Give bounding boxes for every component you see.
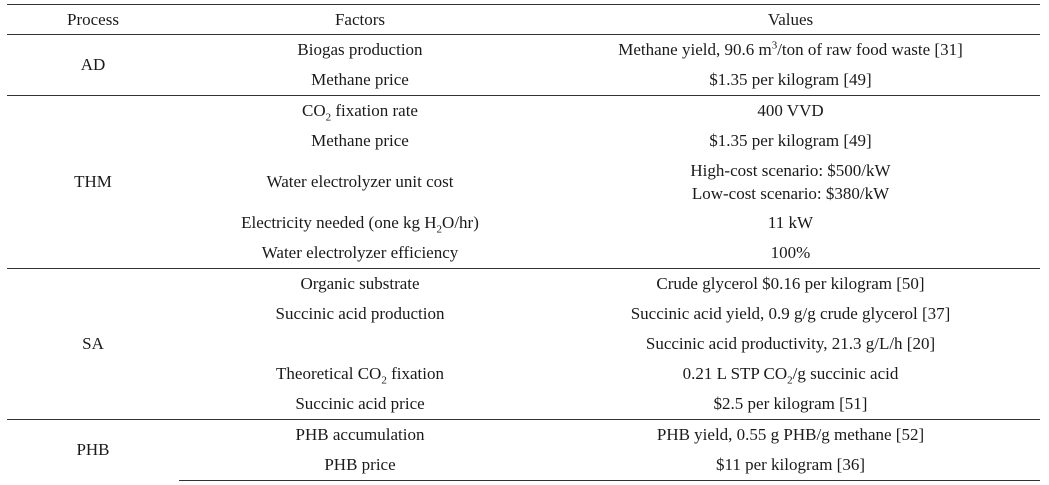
value-cell: PHB yield, 0.55 g PHB/g methane [52]	[541, 419, 1040, 450]
table-row: PHB price $11 per kilogram [36]	[7, 450, 1040, 481]
value-line: Low-cost scenario: $380/kW	[691, 184, 890, 203]
header-process: Process	[7, 6, 179, 35]
process-ad: AD	[80, 55, 106, 74]
table-row: SA Organic substrate Crude glycerol $0.1…	[7, 268, 1040, 420]
value-cell: $1.35 per kilogram [49]	[709, 70, 872, 89]
header-values: Values	[541, 6, 1040, 35]
value-line: High-cost scenario: $500/kW	[690, 161, 891, 180]
value-cell: Methane yield, 90.6 m3/ton of raw food w…	[618, 39, 963, 59]
table-row: AD Biogas production Methane yield, 90.6…	[7, 35, 1040, 74]
table-row: Electricity needed (one kg H2O/hr) 11 kW	[7, 208, 1040, 238]
factor-cell: CO2 fixation rate	[179, 95, 541, 126]
value-cell: 400 VVD	[541, 95, 1040, 126]
header-row: Process Factors Values	[7, 6, 1040, 35]
factor-cell: Electricity needed (one kg H2O/hr)	[241, 213, 479, 236]
value-cell: 11 kW	[767, 213, 814, 232]
factor-cell: PHB accumulation	[179, 419, 541, 450]
table-row: Water electrolyzer efficiency 100%	[7, 238, 1040, 269]
table-row: Succinic acid price $2.5 per kilogram [5…	[7, 389, 1040, 420]
factor-cell: Water electrolyzer efficiency	[261, 243, 459, 262]
process-sa: SA	[7, 268, 179, 420]
value-cell: High-cost scenario: $500/kW Low-cost sce…	[541, 156, 1040, 208]
factor-cell: Succinic acid price	[295, 394, 425, 413]
factor-cell: Methane price	[311, 131, 409, 150]
value-cell: Succinic acid yield, 0.9 g/g crude glyce…	[630, 304, 951, 323]
factor-cell: Water electrolyzer unit cost	[266, 172, 454, 191]
value-cell: $1.35 per kilogram [49]	[709, 131, 872, 150]
factor-cell	[179, 329, 541, 359]
factor-cell: PHB price	[179, 450, 541, 481]
table-row: PHB PHB accumulation PHB yield, 0.55 g P…	[7, 419, 1040, 481]
factor-cell: Succinic acid production	[275, 304, 445, 323]
table-row: THM CO2 fixation rate 400 VVD	[7, 95, 1040, 269]
table-row: Methane price $1.35 per kilogram [49]	[7, 65, 1040, 96]
factor-cell: Theoretical CO2 fixation	[276, 364, 444, 387]
top-rule	[7, 4, 1040, 5]
process-phb: PHB	[7, 419, 179, 481]
parameters-table: Process Factors Values AD Biogas product…	[7, 6, 1040, 481]
process-thm: THM	[7, 95, 179, 269]
table-row: Methane price $1.35 per kilogram [49]	[7, 126, 1040, 156]
value-cell: Crude glycerol $0.16 per kilogram [50]	[541, 268, 1040, 299]
value-cell: 100%	[770, 243, 811, 262]
value-cell: 0.21 L STP CO2/g succinic acid	[682, 364, 899, 387]
table-row: Succinic acid productivity, 21.3 g/L/h […	[7, 329, 1040, 359]
header-factors: Factors	[179, 6, 541, 35]
value-cell: Succinic acid productivity, 21.3 g/L/h […	[645, 334, 936, 353]
table-row: Theoretical CO2 fixation 0.21 L STP CO2/…	[7, 359, 1040, 389]
factor-cell: Methane price	[311, 70, 409, 89]
table-row: Succinic acid production Succinic acid y…	[7, 299, 1040, 329]
factor-cell: Organic substrate	[179, 268, 541, 299]
value-cell: $11 per kilogram [36]	[541, 450, 1040, 481]
factor-cell: Biogas production	[297, 40, 423, 59]
value-cell: $2.5 per kilogram [51]	[713, 394, 868, 413]
table-row: Water electrolyzer unit cost High-cost s…	[7, 156, 1040, 208]
